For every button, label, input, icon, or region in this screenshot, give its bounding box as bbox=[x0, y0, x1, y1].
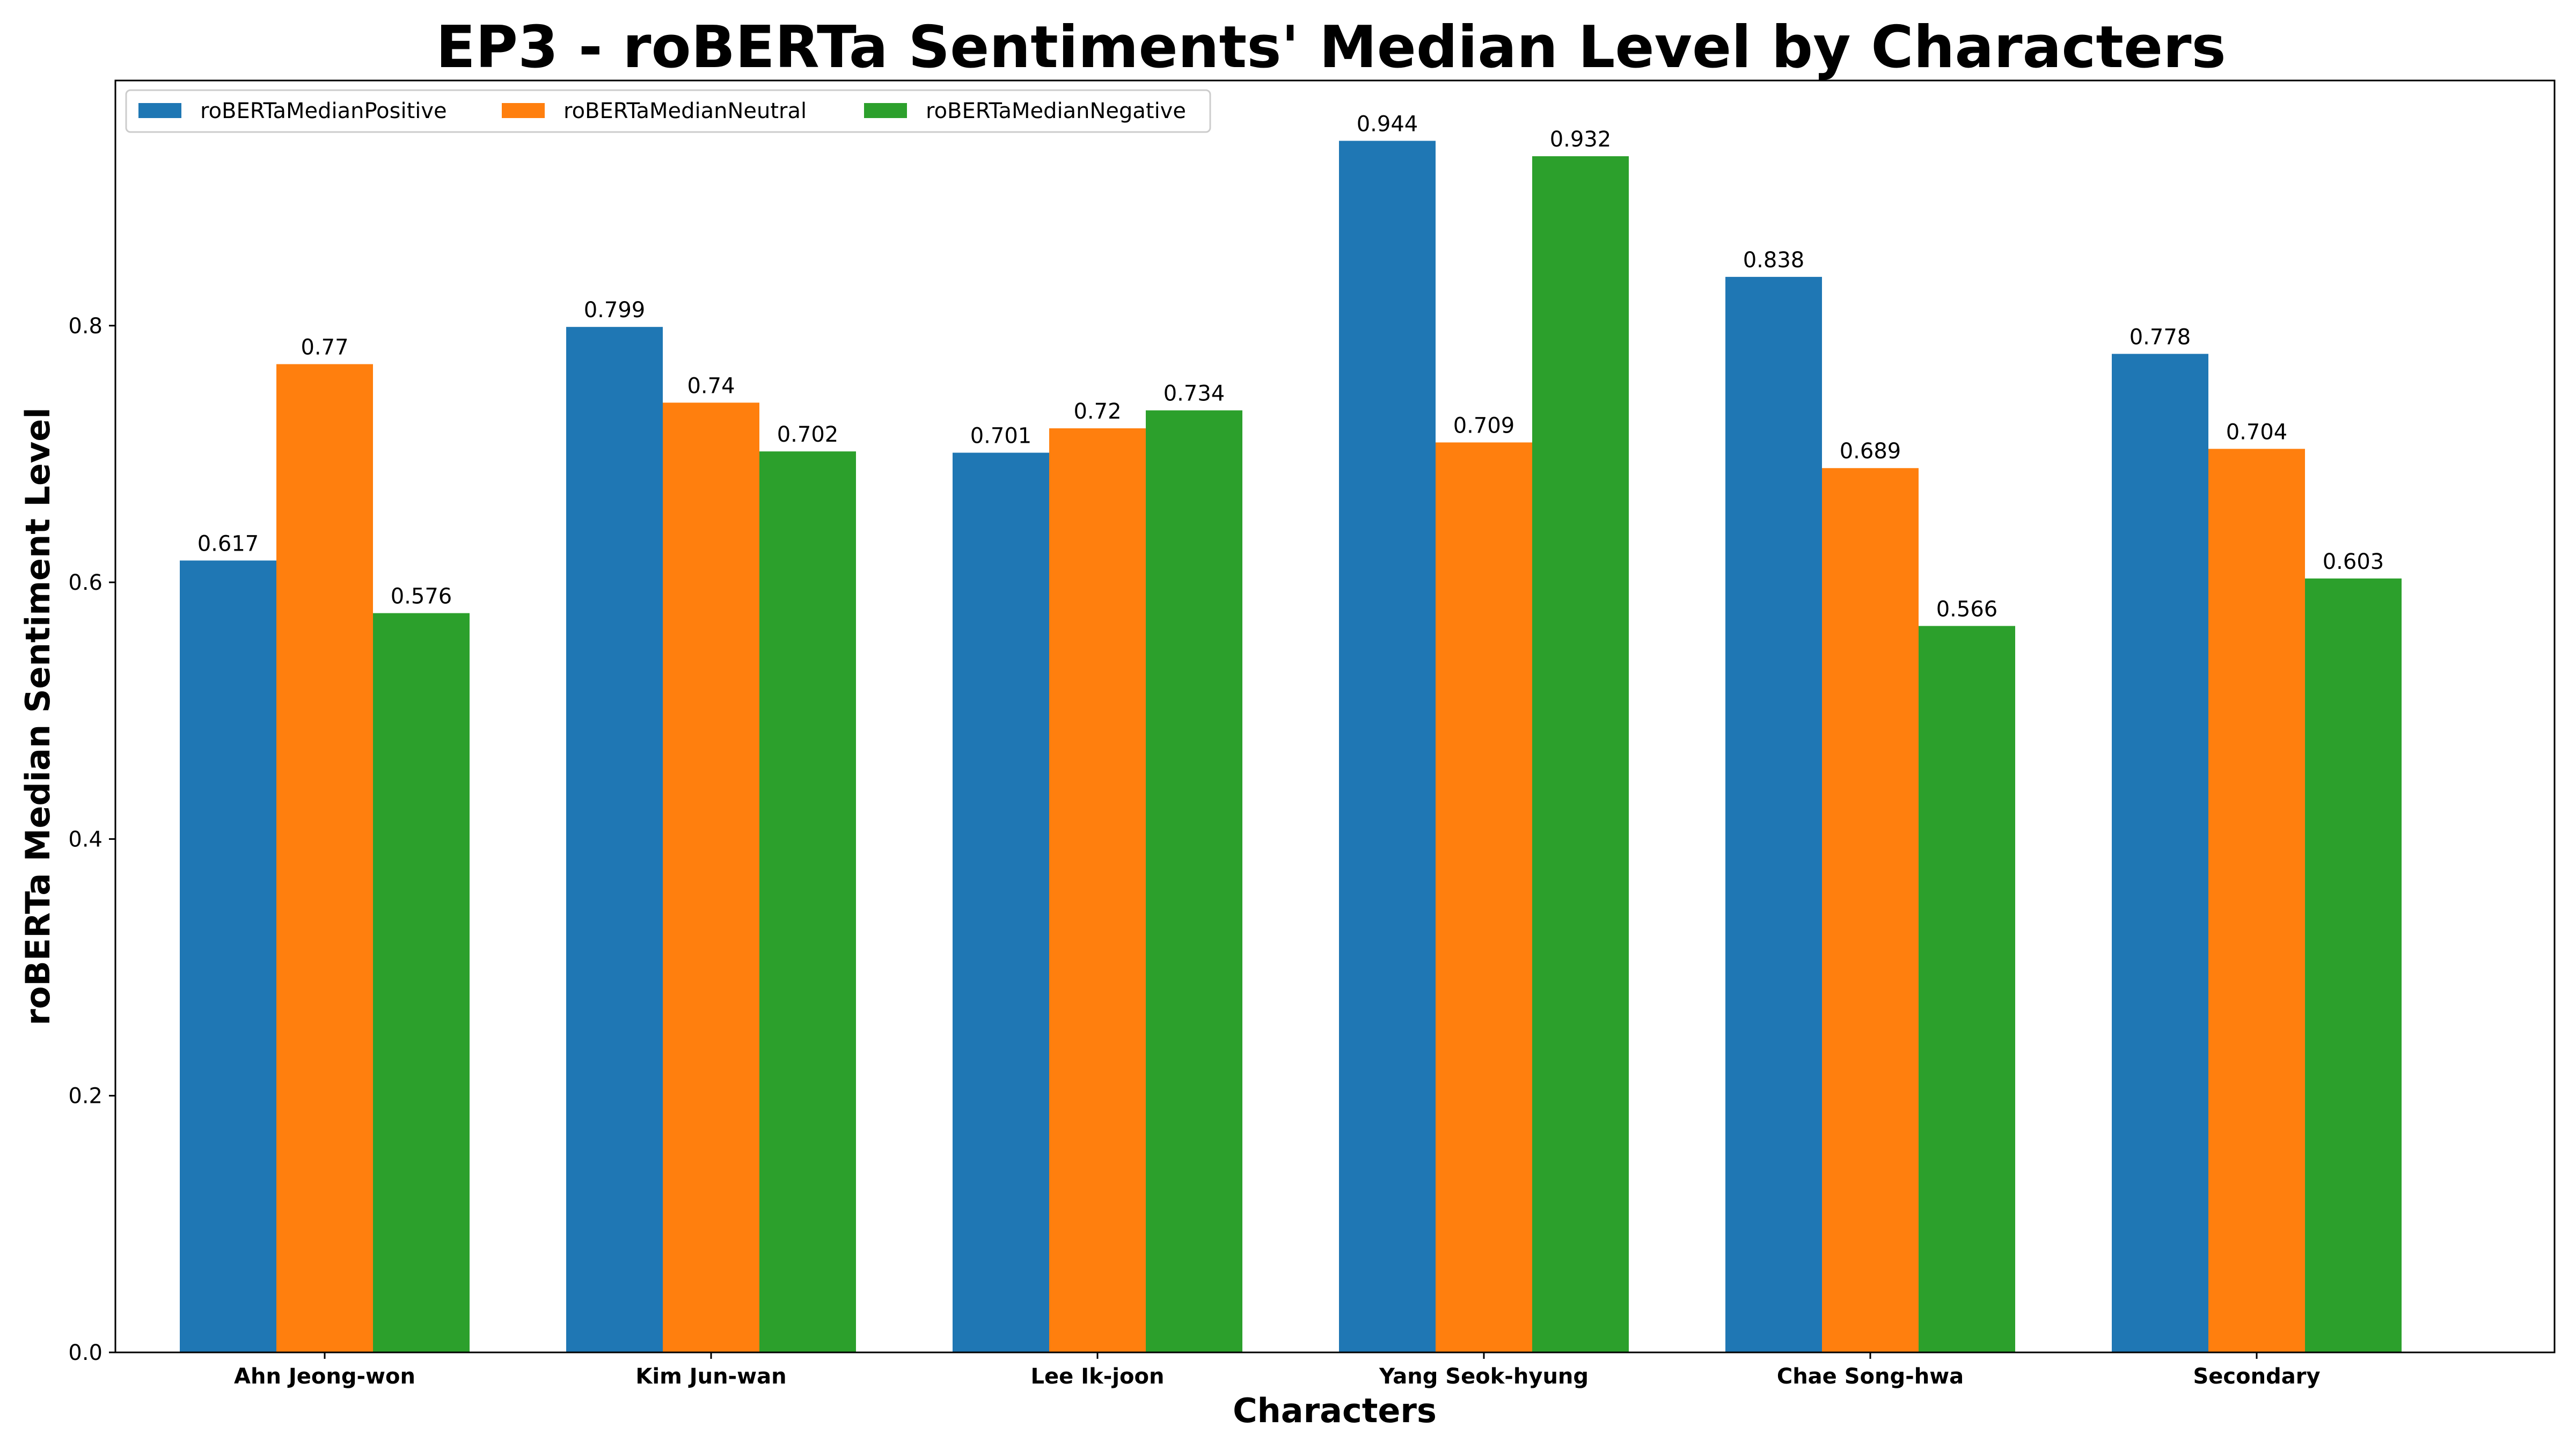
x-tick-label: Ahn Jeong-won bbox=[234, 1364, 415, 1389]
data-label-roBERTaMedianPositive-2: 0.701 bbox=[970, 424, 1032, 449]
data-label-roBERTaMedianPositive-3: 0.944 bbox=[1357, 112, 1418, 136]
data-label-roBERTaMedianNegative-5: 0.603 bbox=[2323, 550, 2384, 574]
bar-roBERTaMedianNegative-2 bbox=[1146, 410, 1242, 1352]
plot-frame bbox=[114, 79, 2556, 1353]
data-label-roBERTaMedianPositive-5: 0.778 bbox=[2129, 325, 2191, 349]
data-label-roBERTaMedianNeutral-2: 0.72 bbox=[1073, 399, 1121, 424]
legend-swatch-roBERTaMedianNegative bbox=[864, 103, 907, 118]
y-tick-label: 0.2 bbox=[68, 1084, 103, 1109]
bar-roBERTaMedianPositive-3 bbox=[1339, 141, 1436, 1352]
y-tick-label: 0.8 bbox=[68, 314, 103, 339]
data-labels-group: 0.617 0.77 0.576 0.799 0.74 0.702 0.701 0.72 0.7… bbox=[197, 112, 2384, 621]
data-label-roBERTaMedianNegative-2: 0.734 bbox=[1163, 382, 1225, 406]
y-axis: 0.0 0.2 0.4 0.6 0.8 bbox=[68, 314, 115, 1365]
bar-roBERTaMedianPositive-0 bbox=[180, 560, 276, 1352]
x-axis-label: Characters bbox=[1233, 1391, 1437, 1430]
data-label-roBERTaMedianNeutral-5: 0.704 bbox=[2226, 420, 2288, 444]
x-tick-label: Chae Song-hwa bbox=[1777, 1364, 1964, 1389]
data-label-roBERTaMedianPositive-4: 0.838 bbox=[1743, 248, 1805, 273]
bar-roBERTaMedianNeutral-3 bbox=[1436, 442, 1532, 1352]
data-label-roBERTaMedianNegative-1: 0.702 bbox=[777, 422, 839, 447]
bar-roBERTaMedianPositive-1 bbox=[566, 327, 663, 1352]
bar-roBERTaMedianNegative-3 bbox=[1532, 156, 1629, 1353]
x-tick-label: Kim Jun-wan bbox=[635, 1364, 786, 1389]
y-tick-label: 0.6 bbox=[68, 570, 103, 595]
bars-group bbox=[180, 141, 2402, 1353]
data-label-roBERTaMedianPositive-1: 0.799 bbox=[584, 298, 646, 323]
legend-swatch-roBERTaMedianNeutral bbox=[502, 103, 545, 118]
bar-roBERTaMedianPositive-4 bbox=[1725, 276, 1822, 1353]
x-axis: Ahn Jeong-won Kim Jun-wan Lee Ik-joon Yang … bbox=[234, 1352, 2321, 1389]
y-tick-label: 0.4 bbox=[68, 827, 103, 852]
bar-roBERTaMedianNeutral-2 bbox=[1049, 428, 1146, 1352]
y-tick-label: 0.0 bbox=[68, 1341, 103, 1365]
x-tick-label: Yang Seok-hyung bbox=[1379, 1364, 1589, 1389]
bar-roBERTaMedianNegative-5 bbox=[2305, 578, 2402, 1352]
legend-frame bbox=[125, 89, 1211, 133]
y-axis-label: roBERTa Median Sentiment Level bbox=[18, 407, 57, 1025]
data-label-roBERTaMedianNegative-0: 0.576 bbox=[391, 584, 452, 609]
legend-label-roBERTaMedianPositive: roBERTaMedianPositive bbox=[200, 99, 447, 123]
bar-roBERTaMedianNegative-0 bbox=[373, 613, 470, 1352]
x-tick-label: Lee Ik-joon bbox=[1031, 1364, 1165, 1389]
legend-label-roBERTaMedianNeutral: roBERTaMedianNeutral bbox=[564, 99, 807, 123]
bar-roBERTaMedianNeutral-0 bbox=[276, 364, 373, 1352]
bar-roBERTaMedianNeutral-4 bbox=[1822, 468, 1919, 1352]
bar-roBERTaMedianNeutral-1 bbox=[663, 402, 759, 1352]
legend: roBERTaMedianPositive roBERTaMedianNeutra… bbox=[125, 89, 1211, 133]
legend-label-roBERTaMedianNegative: roBERTaMedianNegative bbox=[926, 99, 1186, 123]
bar-roBERTaMedianNegative-1 bbox=[759, 451, 856, 1352]
x-tick-label: Secondary bbox=[2193, 1364, 2320, 1389]
bar-roBERTaMedianNegative-4 bbox=[1919, 626, 2015, 1352]
data-label-roBERTaMedianNegative-4: 0.566 bbox=[1936, 597, 1998, 621]
bar-roBERTaMedianPositive-5 bbox=[2112, 354, 2208, 1352]
chart-title: EP3 - roBERTa Sentiments' Median Level b… bbox=[436, 14, 2226, 81]
data-label-roBERTaMedianPositive-0: 0.617 bbox=[197, 531, 259, 556]
legend-swatch-roBERTaMedianPositive bbox=[138, 103, 181, 118]
data-label-roBERTaMedianNeutral-3: 0.709 bbox=[1453, 413, 1515, 438]
bar-roBERTaMedianPositive-2 bbox=[953, 452, 1049, 1352]
data-label-roBERTaMedianNegative-3: 0.932 bbox=[1550, 127, 1612, 152]
bar-roBERTaMedianNeutral-5 bbox=[2208, 449, 2305, 1352]
data-label-roBERTaMedianNeutral-1: 0.74 bbox=[687, 374, 735, 398]
data-label-roBERTaMedianNeutral-4: 0.689 bbox=[1840, 439, 1901, 464]
data-label-roBERTaMedianNeutral-0: 0.77 bbox=[301, 335, 348, 360]
